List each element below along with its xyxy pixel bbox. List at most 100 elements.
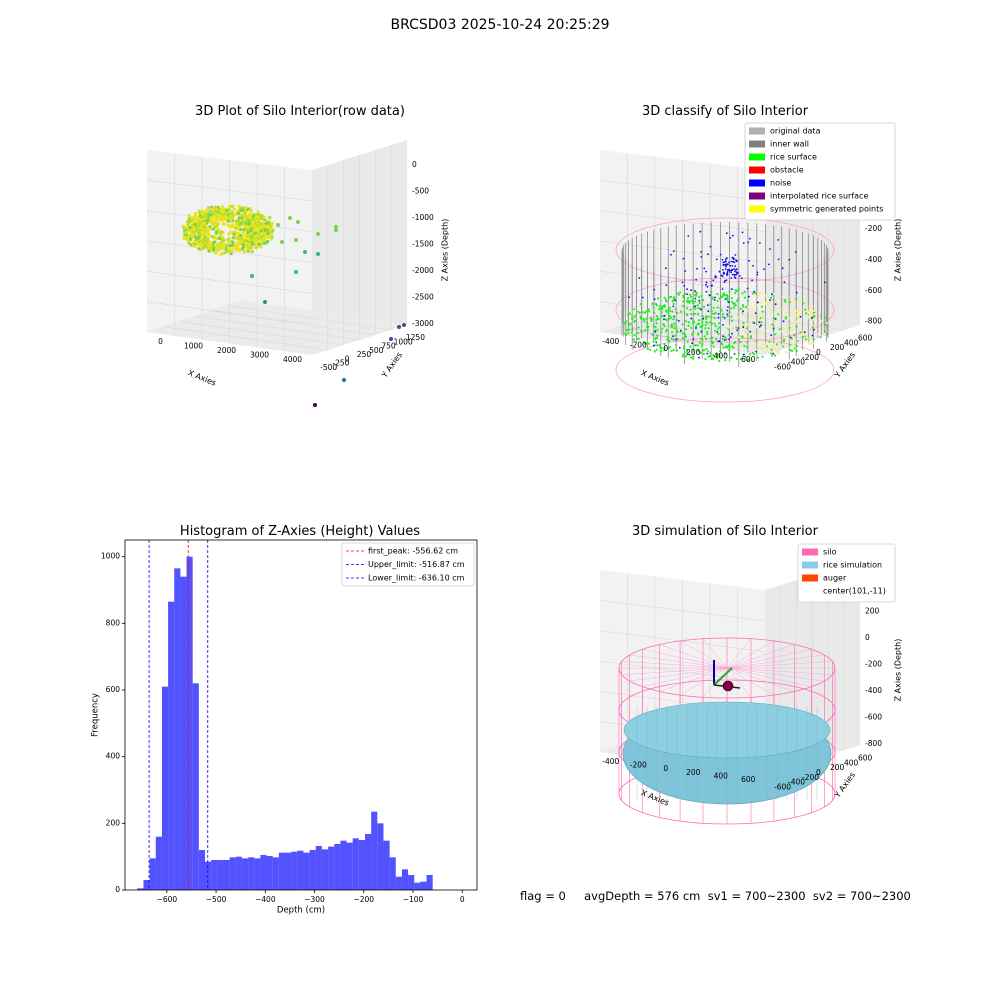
classify-rice-point bbox=[704, 358, 707, 361]
classify-y-tick-label: -400 bbox=[788, 358, 805, 367]
classify-rice-point bbox=[717, 332, 720, 336]
classify-rice-point bbox=[647, 310, 650, 313]
raw-point bbox=[220, 205, 225, 209]
classify-rice-point bbox=[760, 325, 764, 328]
classify-rice-point bbox=[772, 298, 775, 301]
raw-point bbox=[184, 230, 188, 234]
classify-rice-point bbox=[678, 291, 682, 294]
histogram-bar bbox=[285, 852, 292, 890]
raw-point bbox=[195, 233, 199, 237]
classify-noise-point bbox=[751, 279, 753, 282]
classify-rice-point bbox=[804, 308, 807, 311]
histogram-bar bbox=[155, 836, 162, 890]
classify-rice-point bbox=[645, 317, 648, 320]
classify-noise-point bbox=[727, 301, 730, 304]
classify-rice-point bbox=[703, 335, 706, 338]
simulation-y-tick-label: 600 bbox=[858, 753, 873, 762]
histogram-x-tick-label: −400 bbox=[255, 895, 276, 904]
classify-rice-point bbox=[694, 307, 697, 310]
classify-rice-point bbox=[761, 310, 764, 313]
classify-noise-point bbox=[734, 254, 737, 256]
classify-rice-point bbox=[781, 343, 784, 346]
classify-noise-point bbox=[724, 263, 727, 266]
classify-noise-point bbox=[678, 346, 681, 349]
classify-rice-point bbox=[790, 310, 793, 313]
raw-point bbox=[192, 225, 196, 229]
classify-noise-point bbox=[695, 278, 698, 281]
classify-rice-point bbox=[741, 292, 744, 295]
histogram-bar bbox=[143, 880, 150, 890]
classify-rice-point bbox=[759, 347, 763, 350]
classify-y-tick-label: -600 bbox=[774, 363, 791, 372]
classify-noise-point bbox=[672, 250, 675, 253]
classify-rice-point bbox=[624, 332, 627, 335]
raw-point bbox=[264, 241, 268, 245]
raw-point bbox=[212, 212, 216, 216]
classify-rice-point bbox=[680, 310, 683, 313]
classify-rice-point bbox=[745, 305, 748, 309]
classify-rice-point bbox=[670, 323, 673, 326]
classify-rice-point bbox=[800, 308, 803, 311]
classify-rice-point bbox=[652, 305, 655, 308]
classify-rice-point bbox=[713, 316, 716, 319]
raw-point bbox=[196, 217, 201, 221]
classify-rice-point bbox=[776, 350, 779, 353]
classify-rice-point bbox=[740, 324, 744, 327]
classify-noise-point bbox=[748, 295, 750, 298]
simulation-silo-roof-line bbox=[659, 644, 728, 669]
raw-point bbox=[231, 236, 235, 240]
simulation-silo-roof-line bbox=[726, 667, 812, 687]
simulation-x-tick-label: 200 bbox=[686, 768, 701, 777]
raw-point bbox=[216, 222, 221, 226]
raw-outlier-point bbox=[294, 270, 298, 274]
raw-point bbox=[237, 238, 241, 242]
histogram-x-tick-label: −600 bbox=[157, 895, 178, 904]
raw-point bbox=[259, 222, 263, 226]
raw-point bbox=[260, 214, 264, 218]
raw-point bbox=[202, 221, 207, 225]
simulation-x-tick-label: 0 bbox=[663, 764, 668, 773]
classify-rice-point bbox=[766, 334, 769, 337]
classify-rice-point bbox=[675, 344, 678, 347]
classify-x-tick-label: 0 bbox=[663, 344, 668, 353]
classify-rice-point bbox=[795, 349, 798, 353]
raw-outlier-point bbox=[263, 300, 267, 304]
histogram-y-tick-label: 800 bbox=[106, 618, 121, 627]
raw-plot-title: 3D Plot of Silo Interior(row data) bbox=[195, 104, 405, 119]
classify-rice-point bbox=[737, 316, 740, 319]
classify-rice-point bbox=[642, 341, 646, 344]
classify-noise-point bbox=[730, 288, 733, 291]
classify-rice-point bbox=[739, 327, 743, 331]
simulation-silo-roof-line bbox=[642, 649, 728, 669]
classify-rice-point bbox=[744, 355, 747, 358]
classify-rice-point bbox=[664, 298, 668, 301]
raw-z-tick-label: -500 bbox=[412, 187, 429, 196]
classify-rice-point bbox=[628, 312, 632, 315]
classify-rice-point bbox=[755, 339, 758, 342]
classify-rice-point bbox=[745, 329, 748, 332]
classify-noise-point bbox=[732, 258, 735, 261]
histogram-bar bbox=[223, 860, 230, 890]
raw-outlier-point bbox=[294, 238, 298, 242]
classify-rice-point bbox=[701, 324, 704, 327]
classify-rice-point bbox=[806, 336, 809, 339]
raw-point bbox=[193, 222, 197, 226]
histogram-bar bbox=[340, 840, 347, 890]
classify-noise-point bbox=[675, 338, 677, 341]
histogram-frame bbox=[124, 539, 478, 891]
classify-rice-point bbox=[768, 302, 771, 305]
classify-rice-point bbox=[627, 313, 630, 316]
classify-rice-point bbox=[681, 355, 684, 358]
classify-rice-point bbox=[725, 338, 728, 341]
classify-rice-point bbox=[751, 332, 754, 335]
classify-noise-point bbox=[727, 306, 729, 308]
classify-rice-point bbox=[778, 315, 781, 319]
simulation-x-tick-label: -200 bbox=[630, 761, 647, 770]
classify-rice-point bbox=[649, 317, 652, 320]
classify-noise-point bbox=[763, 268, 765, 270]
classify-noise-point bbox=[811, 334, 814, 337]
raw-point bbox=[254, 246, 258, 250]
classify-rice-point bbox=[684, 335, 688, 338]
raw-point bbox=[257, 242, 261, 246]
classify-rice-point bbox=[671, 300, 674, 303]
